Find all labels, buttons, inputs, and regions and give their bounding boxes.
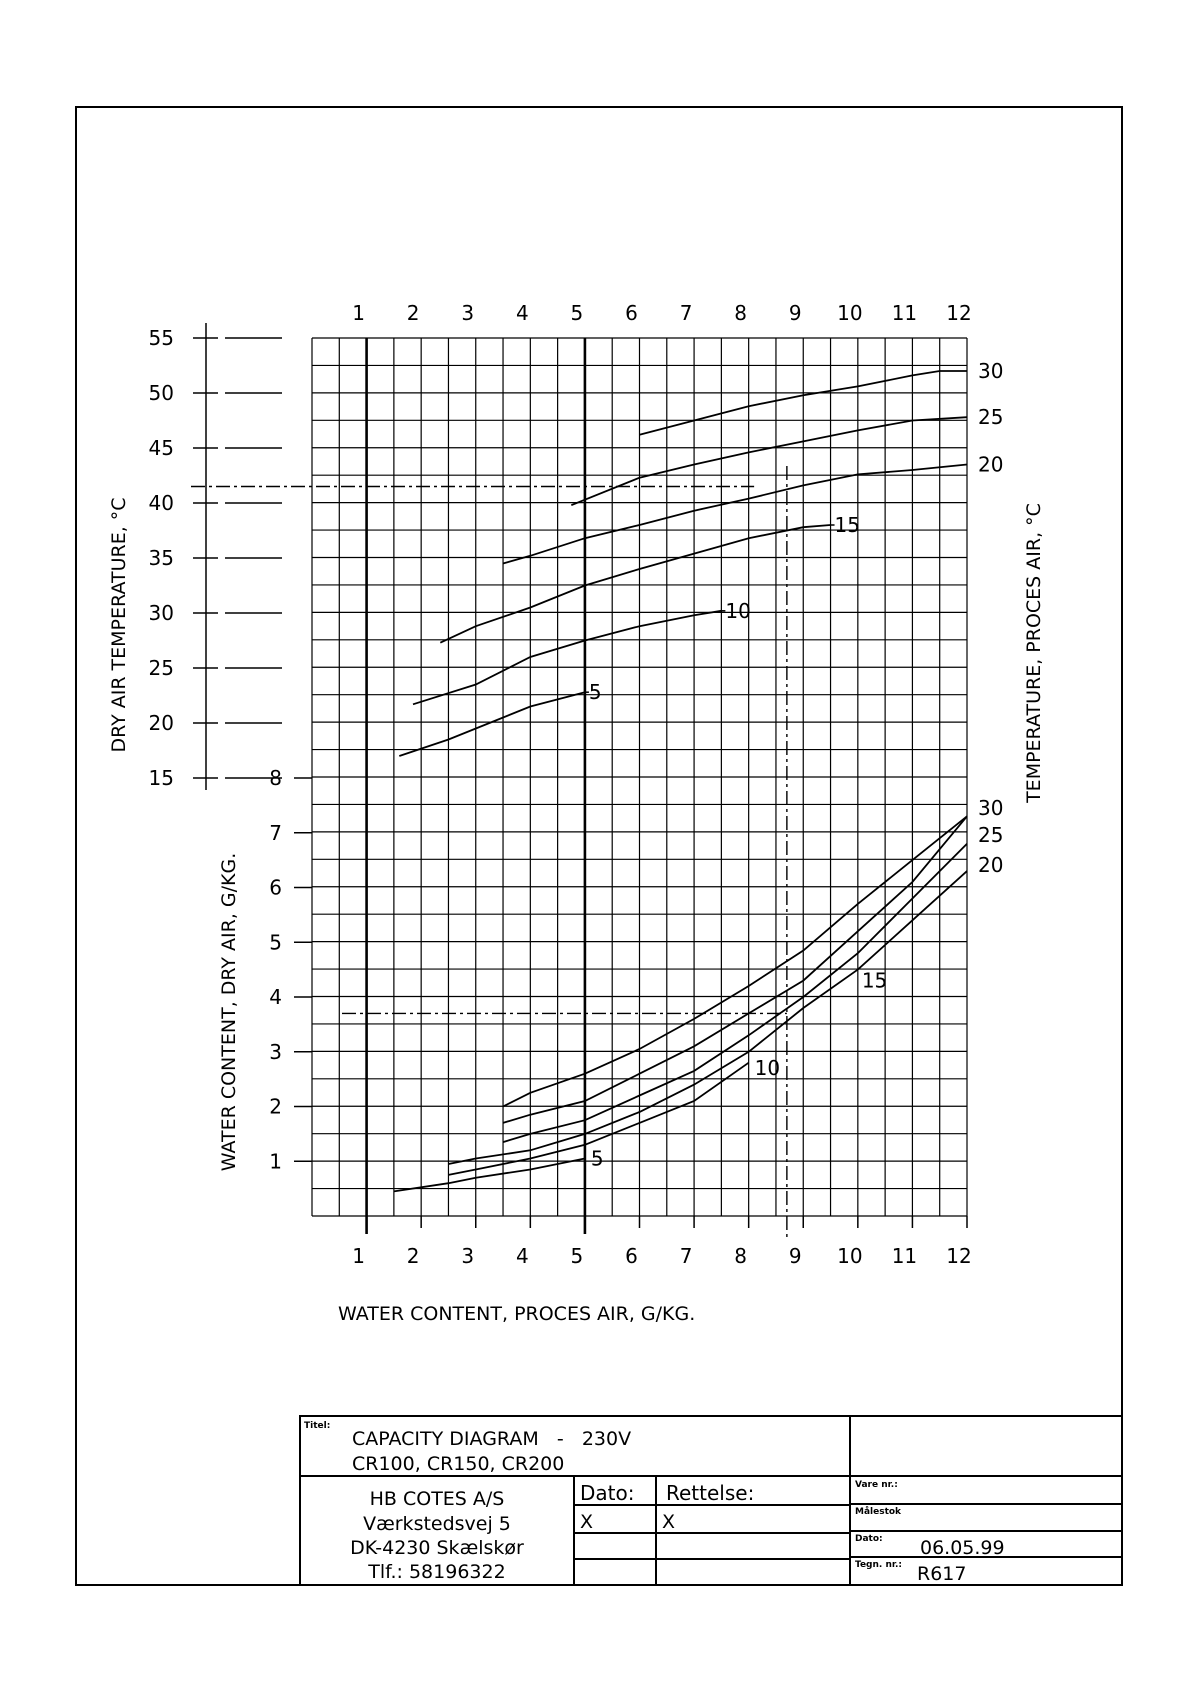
lower-series-20 bbox=[502, 843, 968, 1143]
upper-series-label: 10 bbox=[725, 599, 750, 623]
upper-y-axis-ticks: 15 20 25 30 35 40 45 50 55 bbox=[149, 323, 282, 790]
lower-series-25 bbox=[502, 815, 968, 1124]
upper-y-tick-label: 45 bbox=[149, 436, 174, 460]
dato-label: Dato: bbox=[580, 1481, 634, 1505]
lower-series-lines: 5 10 15 20 25 30 bbox=[393, 796, 1003, 1193]
x-tick-label-bottom: 7 bbox=[680, 1244, 693, 1268]
upper-y-tick-label: 50 bbox=[149, 381, 174, 405]
company-phone: Tlf.: 58196322 bbox=[367, 1561, 505, 1583]
dato-value: X bbox=[580, 1511, 593, 1533]
upper-y-tick-label: 25 bbox=[149, 656, 174, 680]
vare-nr-label: Vare nr.: bbox=[855, 1480, 898, 1490]
upper-series-30 bbox=[639, 370, 967, 436]
company-city: DK-4230 Skælskør bbox=[350, 1537, 524, 1559]
lower-y-axis-label: WATER CONTENT, DRY AIR, G/KG. bbox=[218, 853, 240, 1172]
x-tick-label-bottom: 4 bbox=[516, 1244, 529, 1268]
x-tick-label-top: 7 bbox=[680, 301, 693, 325]
upper-y-tick-label: 35 bbox=[149, 546, 174, 570]
lower-y-tick-label: 7 bbox=[269, 821, 282, 845]
lower-y-tick-label: 2 bbox=[269, 1095, 282, 1119]
upper-series-label: 20 bbox=[978, 453, 1003, 477]
upper-series-15 bbox=[439, 524, 831, 644]
upper-series-label: 5 bbox=[589, 680, 602, 704]
x-tick-label-bottom: 11 bbox=[892, 1244, 917, 1268]
upper-y-tick-label: 30 bbox=[149, 601, 174, 625]
lower-y-tick-label: 6 bbox=[269, 876, 282, 900]
x-tick-label-bottom: 12 bbox=[946, 1244, 971, 1268]
x-tick-label-top: 10 bbox=[837, 301, 862, 325]
lower-series-15 bbox=[448, 870, 968, 1165]
lower-y-tick-label: 5 bbox=[269, 930, 282, 954]
right-y-axis-label: TEMPERATURE, PROCES AIR, °C bbox=[1023, 503, 1045, 804]
malestok-label: Målestok bbox=[855, 1506, 902, 1517]
x-tick-label-top: 1 bbox=[352, 301, 365, 325]
lower-series-label: 10 bbox=[755, 1056, 780, 1080]
upper-y-tick-label: 55 bbox=[149, 326, 174, 350]
lower-series-10 bbox=[448, 1061, 750, 1176]
x-tick-label-bottom: 8 bbox=[734, 1244, 747, 1268]
upper-y-tick-label: 20 bbox=[149, 711, 174, 735]
x-tick-label-top: 2 bbox=[407, 301, 420, 325]
x-tick-label-top: 5 bbox=[571, 301, 584, 325]
upper-series-label: 15 bbox=[835, 513, 860, 537]
x-tick-label-top: 9 bbox=[789, 301, 802, 325]
x-tick-label-top: 12 bbox=[946, 301, 971, 325]
upper-series-5 bbox=[399, 691, 586, 757]
x-tick-label-bottom: 10 bbox=[837, 1244, 862, 1268]
x-tick-label-bottom: 9 bbox=[789, 1244, 802, 1268]
lower-series-5 bbox=[393, 1157, 586, 1193]
tegn-nr-label: Tegn. nr.: bbox=[855, 1560, 902, 1570]
upper-y-axis-label: DRY AIR TEMPERATURE, °C bbox=[108, 497, 130, 752]
example-dash-dot-lines bbox=[191, 466, 788, 1240]
upper-series-label: 30 bbox=[978, 359, 1003, 383]
lower-y-tick-label: 1 bbox=[269, 1149, 282, 1173]
upper-y-tick-label: 40 bbox=[149, 491, 174, 515]
lower-y-tick-label: 3 bbox=[269, 1040, 282, 1064]
lower-series-label: 15 bbox=[862, 969, 887, 993]
lower-y-axis-ticks: 1 2 3 4 5 6 7 8 bbox=[269, 766, 312, 1173]
upper-series-20 bbox=[502, 463, 968, 565]
x-tick-label-bottom: 6 bbox=[625, 1244, 638, 1268]
upper-y-tick-label: 15 bbox=[149, 766, 174, 790]
x-tick-label-bottom: 2 bbox=[407, 1244, 420, 1268]
lower-series-30 bbox=[502, 815, 968, 1108]
x-tick-label-top: 11 bbox=[892, 301, 917, 325]
x-tick-label-top: 8 bbox=[734, 301, 747, 325]
upper-series-10 bbox=[412, 609, 722, 706]
x-tick-label-bottom: 5 bbox=[571, 1244, 584, 1268]
lower-y-tick-label: 8 bbox=[269, 766, 282, 790]
x-tick-label-bottom: 1 bbox=[352, 1244, 365, 1268]
tegn-nr-value: R617 bbox=[917, 1563, 966, 1585]
upper-series-lines: 5 10 15 20 25 30 bbox=[399, 359, 1003, 757]
rettelse-value: X bbox=[662, 1511, 675, 1533]
dato2-label: Dato: bbox=[855, 1534, 883, 1544]
chart-grid bbox=[311, 337, 968, 1234]
x-tick-label-top: 3 bbox=[461, 301, 474, 325]
upper-series-label: 25 bbox=[978, 405, 1003, 429]
x-axis-label: WATER CONTENT, PROCES AIR, G/KG. bbox=[338, 1303, 695, 1325]
lower-y-tick-label: 4 bbox=[269, 985, 282, 1009]
title-block bbox=[299, 1415, 1123, 1586]
x-tick-label-bottom: 3 bbox=[461, 1244, 474, 1268]
upper-series-25 bbox=[570, 416, 968, 507]
company-name: HB COTES A/S bbox=[370, 1488, 505, 1510]
lower-series-label: 20 bbox=[978, 853, 1003, 877]
title-line-1: CAPACITY DIAGRAM - 230V bbox=[352, 1428, 631, 1450]
titel-label: Titel: bbox=[304, 1421, 330, 1431]
lower-series-label: 25 bbox=[978, 823, 1003, 847]
title-line-2: CR100, CR150, CR200 bbox=[352, 1453, 564, 1475]
x-tick-label-top: 6 bbox=[625, 301, 638, 325]
dato2-value: 06.05.99 bbox=[920, 1537, 1005, 1559]
company-street: Værkstedsvej 5 bbox=[363, 1513, 511, 1535]
lower-series-label: 30 bbox=[978, 796, 1003, 820]
x-tick-label-top: 4 bbox=[516, 301, 529, 325]
lower-series-label: 5 bbox=[591, 1147, 604, 1171]
rettelse-label: Rettelse: bbox=[666, 1481, 754, 1505]
